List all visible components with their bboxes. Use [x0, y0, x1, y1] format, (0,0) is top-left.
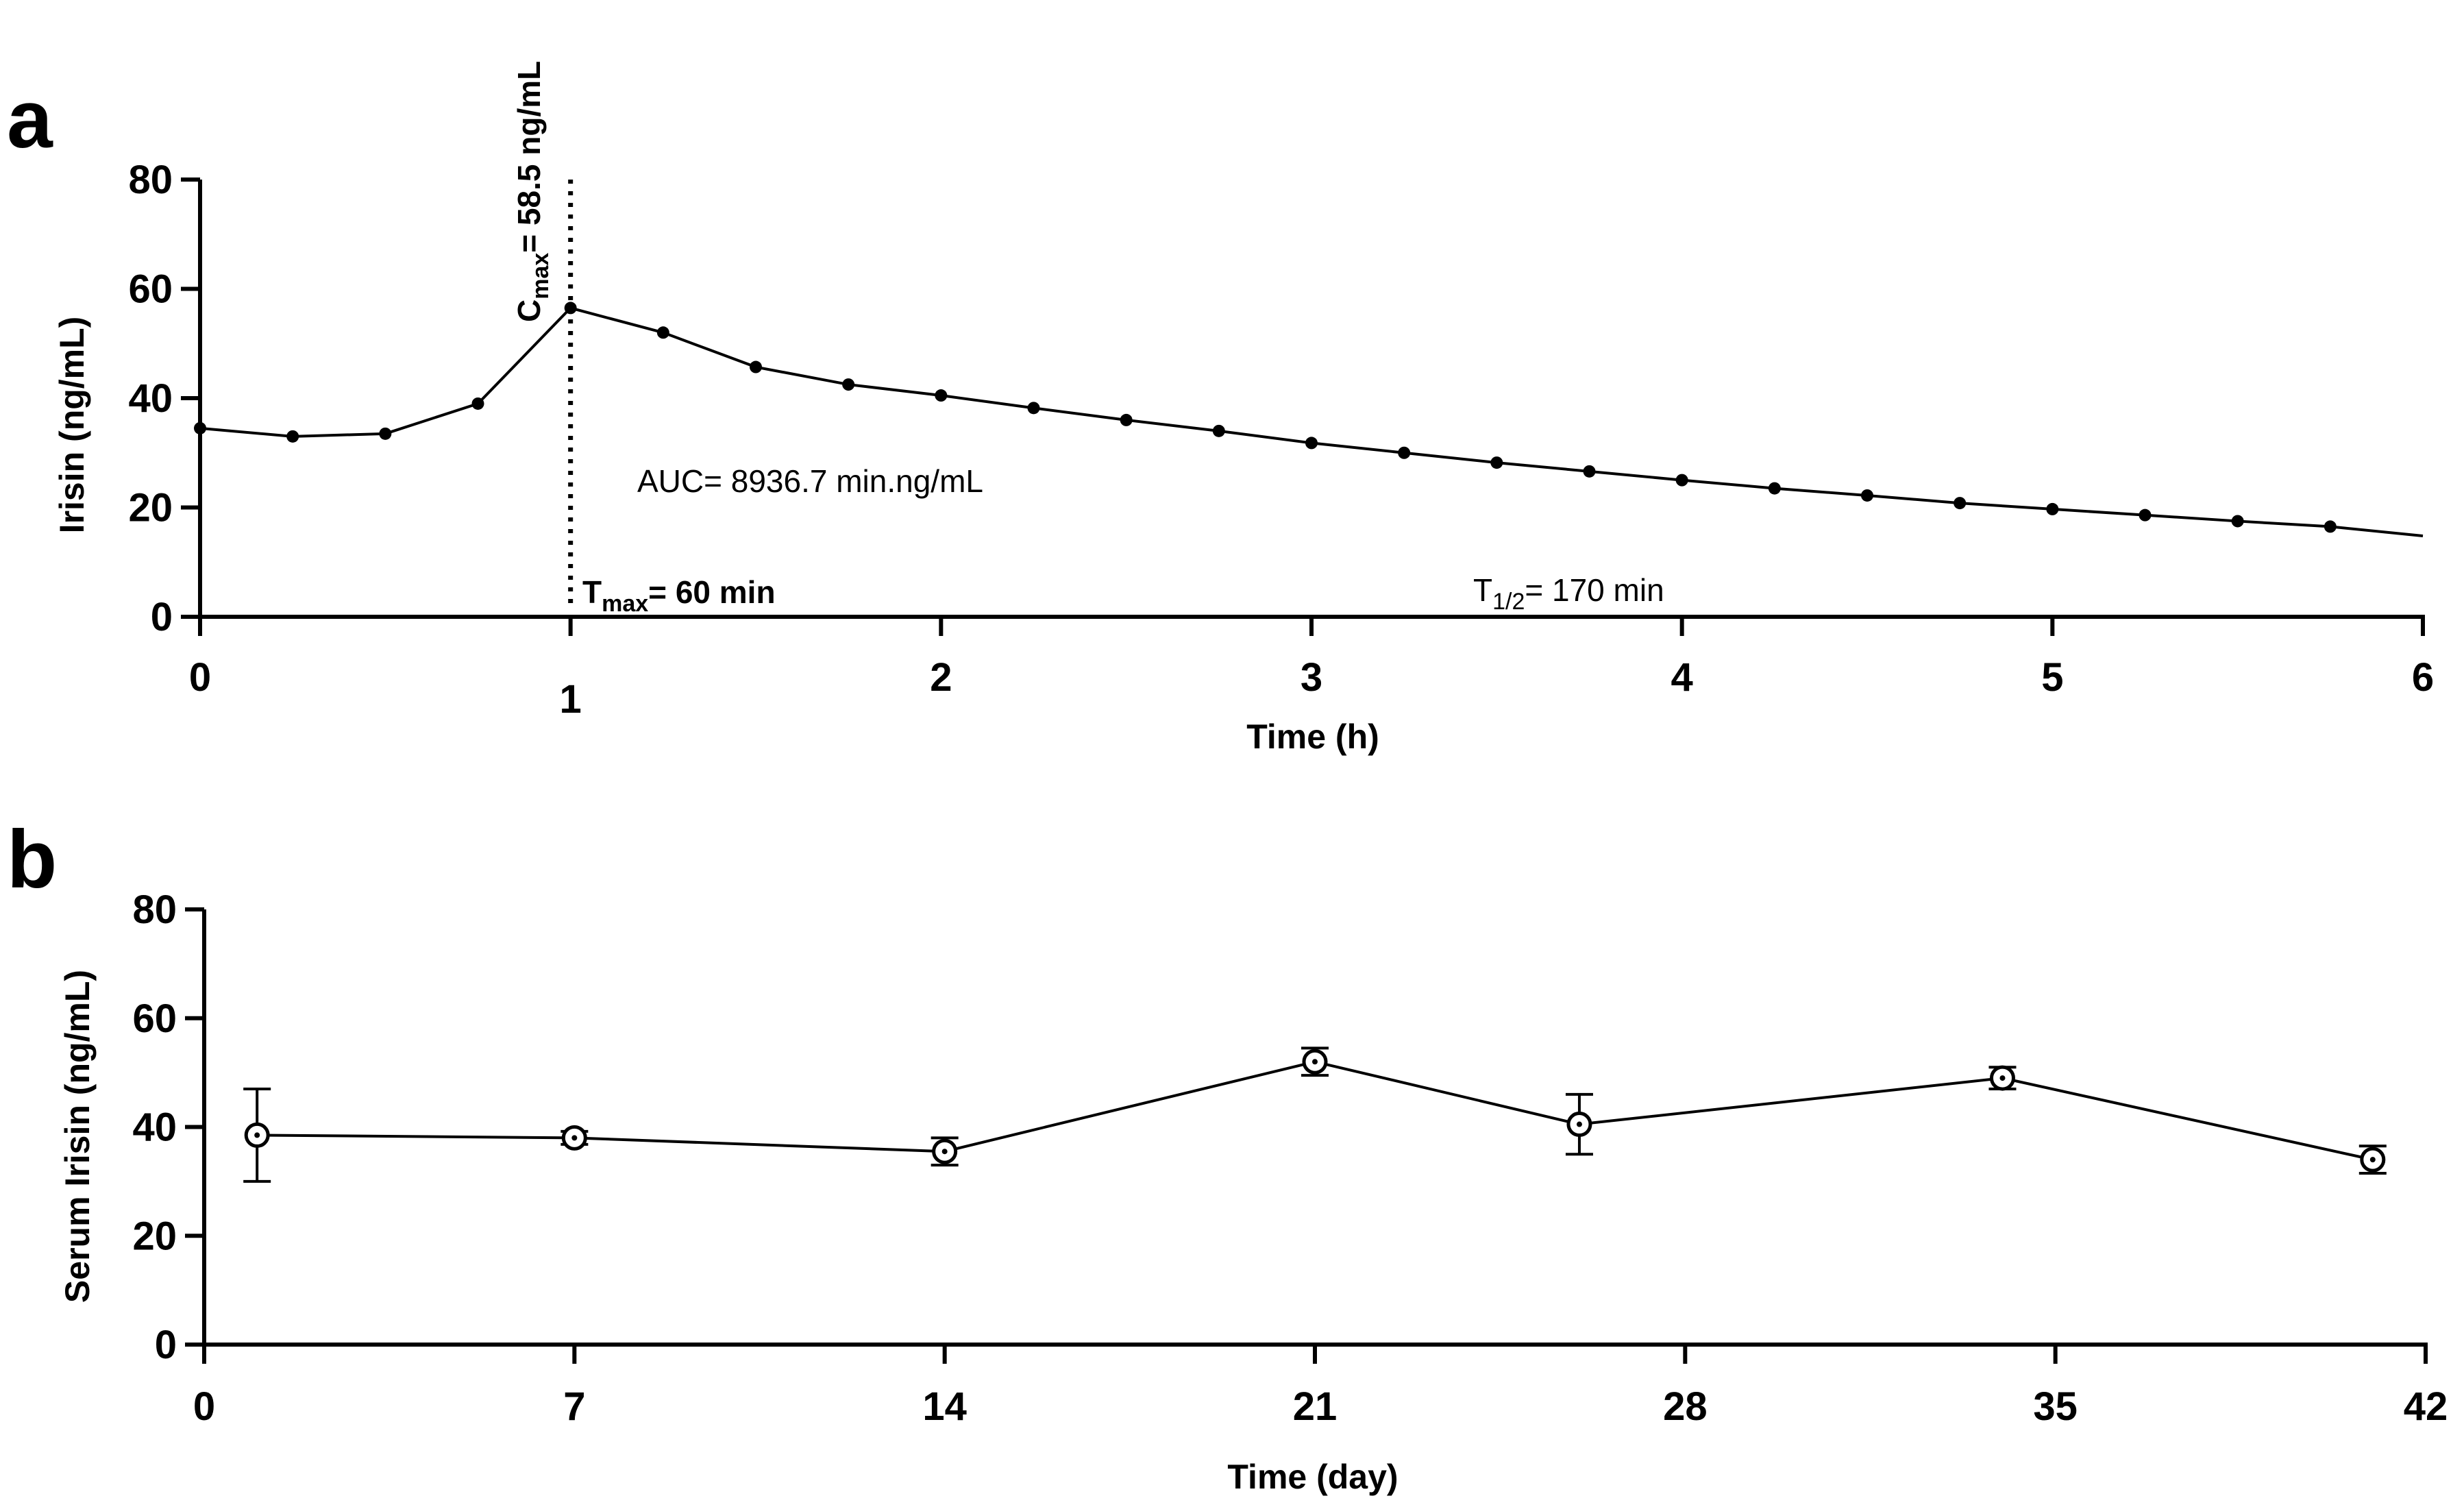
data-point-a — [1212, 424, 1225, 437]
x-tick-label-b: 21 — [1293, 1384, 1338, 1429]
panel-b-axes — [202, 909, 2428, 1347]
x-tick-label-a: 2 — [930, 655, 952, 700]
cmax-rest: = 58.5 ng/mL — [511, 61, 547, 253]
data-point-a — [1490, 456, 1503, 469]
y-tick-label-a: 20 — [128, 486, 173, 530]
data-point-a — [379, 427, 392, 440]
y-tick-label-b: 60 — [132, 996, 177, 1041]
y-tick-label-a: 80 — [128, 158, 173, 202]
y-tick-label-b: 40 — [132, 1105, 177, 1150]
data-point-a — [471, 397, 484, 410]
data-point-a — [2324, 520, 2337, 533]
x-tick-label-a: 4 — [1671, 655, 1693, 700]
cmax-sub: max — [528, 253, 554, 299]
auc-annotation: AUC= 8936.7 min.ng/mL — [637, 463, 983, 499]
x-tick-label-b: 28 — [1663, 1384, 1708, 1429]
panel-b-points — [244, 1049, 2386, 1173]
x-tick-label-b: 0 — [193, 1384, 215, 1429]
data-point-a — [1027, 402, 1040, 415]
data-point-a — [564, 302, 577, 315]
thalf-annotation: T1/2= 170 min — [1473, 572, 1664, 615]
data-point-a — [1120, 413, 1133, 426]
data-point-a — [2139, 509, 2152, 522]
data-point-b-center — [2369, 1157, 2376, 1163]
y-tick-label-b: 20 — [132, 1214, 177, 1258]
data-point-b-center — [1576, 1121, 1582, 1127]
data-point-a — [1305, 437, 1318, 450]
data-point-a — [1675, 474, 1688, 487]
tmax-sub: max — [602, 591, 648, 617]
data-point-a — [935, 389, 948, 402]
data-point-a — [656, 326, 669, 339]
cmax-annotation: Cmax= 58.5 ng/mL — [511, 61, 554, 322]
y-tick-label-a: 60 — [128, 267, 173, 312]
data-point-a — [1861, 489, 1873, 502]
x-axis-title-b: Time (day) — [1227, 1458, 1398, 1496]
data-point-b-center — [941, 1149, 948, 1155]
data-point-a — [286, 430, 299, 443]
x-tick-label-a: 0 — [189, 655, 211, 700]
data-point-b-center — [1312, 1059, 1318, 1065]
data-point-b-center — [571, 1135, 578, 1141]
x-tick-label-a: 1 — [560, 677, 582, 722]
x-tick-label-b: 14 — [922, 1384, 967, 1429]
x-tick-label-a: 3 — [1301, 655, 1322, 700]
cmax-prefix: C — [511, 299, 547, 322]
panel-a-ticks: 0 20 40 60 80 0 1 2 3 4 5 6 — [128, 158, 2434, 722]
x-tick-label-a: 6 — [2412, 655, 2434, 700]
data-point-a — [1398, 446, 1411, 459]
data-point-a — [750, 360, 762, 373]
panel-letter-b: b — [7, 813, 57, 905]
x-tick-label-a: 5 — [2041, 655, 2063, 700]
data-point-a — [194, 421, 206, 434]
data-point-a — [1583, 465, 1596, 478]
data-point-b-center — [254, 1132, 260, 1138]
data-point-a — [2046, 502, 2059, 515]
y-tick-label-b: 80 — [132, 887, 177, 932]
panel-a-points — [194, 302, 2337, 533]
data-point-a — [1954, 497, 1967, 510]
y-axis-title-b: Serum Irisin (ng/mL) — [58, 970, 97, 1303]
panel-a: a 0 20 40 60 80 0 1 2 3 4 5 6 Time (h) Irisin (ng/m… — [7, 61, 2434, 756]
y-tick-label-a: 40 — [128, 376, 173, 421]
series-line-irisin — [199, 306, 2424, 537]
x-axis-title-a: Time (h) — [1246, 718, 1379, 756]
data-point-b-center — [1999, 1075, 2006, 1081]
tmax-annotation: Tmax= 60 min — [582, 574, 776, 617]
x-tick-label-b: 42 — [2404, 1384, 2448, 1429]
data-point-a — [1768, 482, 1781, 495]
x-tick-label-b: 35 — [2033, 1384, 2078, 1429]
y-tick-label-a: 0 — [151, 595, 173, 639]
data-point-a — [2231, 515, 2244, 528]
y-axis-title-a: Irisin (ng/mL) — [53, 317, 91, 534]
thalf-sub: 1/2 — [1492, 589, 1525, 615]
panel-b-ticks: 0 20 40 60 80 0 7 14 21 28 35 42 — [132, 887, 2448, 1429]
panel-letter-a: a — [7, 73, 53, 165]
tmax-rest: = 60 min — [648, 574, 775, 610]
y-tick-label-b: 0 — [155, 1323, 177, 1367]
thalf-prefix: T — [1473, 572, 1492, 608]
panel-b: b 0 20 40 60 80 0 7 14 21 28 35 42 Time (day) Serum… — [7, 813, 2448, 1496]
x-tick-label-b: 7 — [563, 1384, 585, 1429]
tmax-prefix: T — [582, 574, 602, 610]
data-point-a — [842, 378, 855, 391]
thalf-rest: = 170 min — [1525, 572, 1664, 608]
